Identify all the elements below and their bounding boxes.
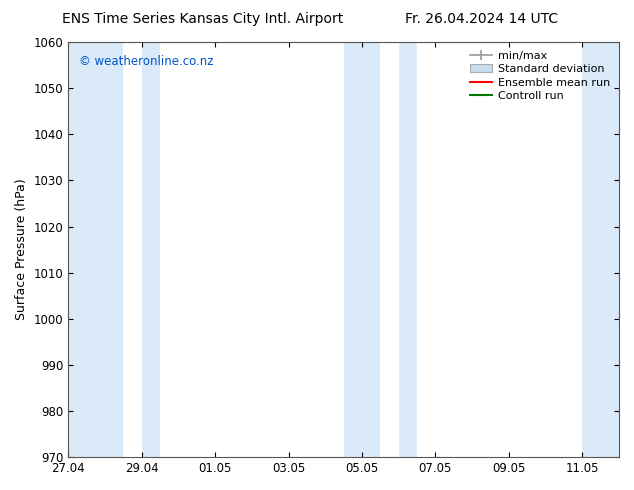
Y-axis label: Surface Pressure (hPa): Surface Pressure (hPa) <box>15 179 28 320</box>
Text: Fr. 26.04.2024 14 UTC: Fr. 26.04.2024 14 UTC <box>405 12 559 26</box>
Bar <box>344 42 380 457</box>
Legend: min/max, Standard deviation, Ensemble mean run, Controll run: min/max, Standard deviation, Ensemble me… <box>467 48 614 104</box>
Bar <box>399 42 417 457</box>
Bar <box>141 42 160 457</box>
Text: © weatheronline.co.nz: © weatheronline.co.nz <box>79 54 214 68</box>
Bar <box>582 42 619 457</box>
Text: ENS Time Series Kansas City Intl. Airport: ENS Time Series Kansas City Intl. Airpor… <box>62 12 344 26</box>
Bar <box>68 42 123 457</box>
